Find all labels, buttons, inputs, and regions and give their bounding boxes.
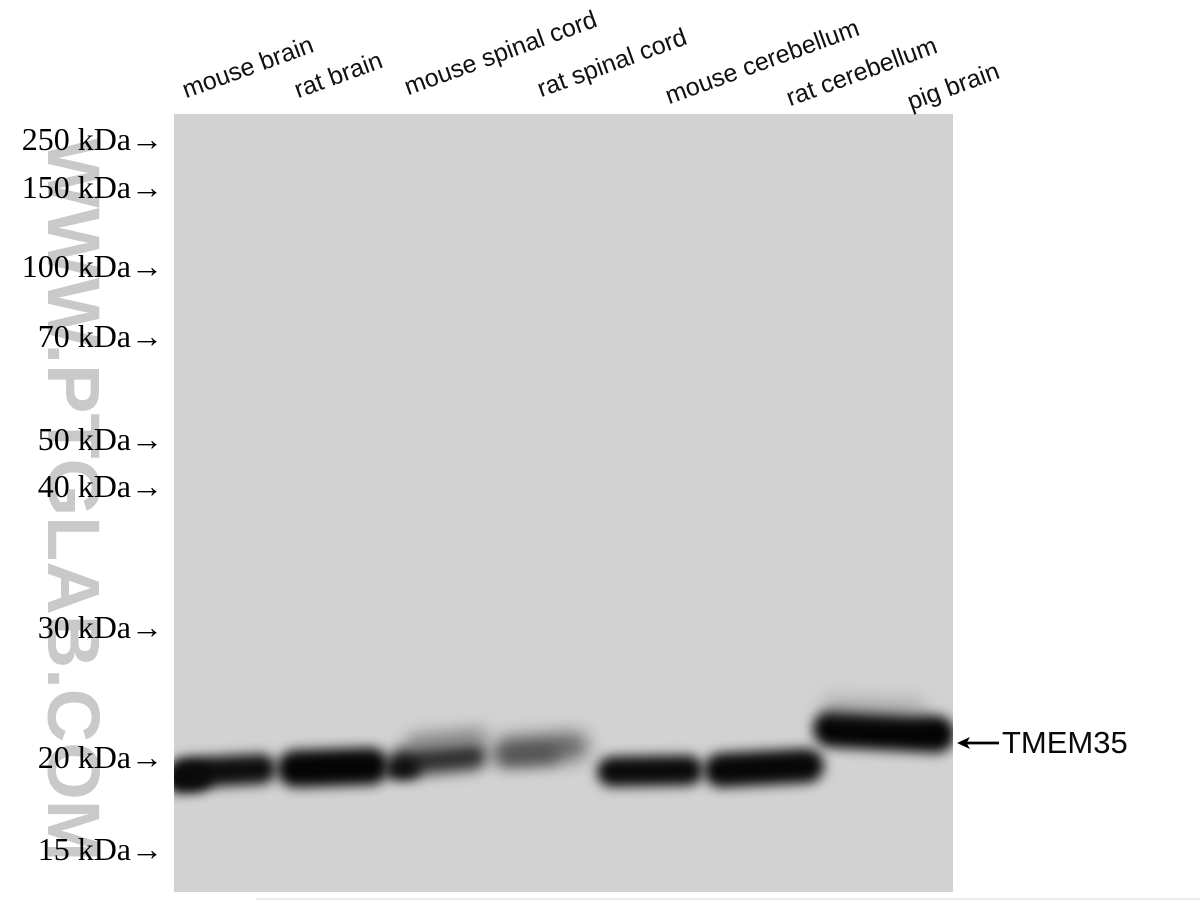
mw-marker-label: 250 kDa→ <box>21 121 163 157</box>
band-pig-brain-main <box>812 709 953 754</box>
band-rat-spinal-cord-core <box>495 746 561 765</box>
band-mouse-cerebellum-main <box>596 755 704 787</box>
band-mouse-spinal-cord-core <box>385 757 421 781</box>
mw-marker-label: 40 kDa→ <box>37 468 163 504</box>
mw-marker-label: 50 kDa→ <box>37 421 163 457</box>
band-mouse-brain-left-blob <box>174 762 214 794</box>
scan-edge-line <box>256 898 1200 900</box>
mw-marker-label: 20 kDa→ <box>37 739 163 775</box>
annotation-label: TMEM35 <box>1002 725 1128 760</box>
mw-marker-labels: 250 kDa→ 150 kDa→ 100 kDa→ 70 kDa→ 50 kDa→ 40… <box>0 0 163 903</box>
bands-layer <box>174 114 953 892</box>
mw-marker-label: 30 kDa→ <box>37 609 163 645</box>
band-annotation: TMEM35 <box>957 726 1128 760</box>
blot-membrane <box>174 114 953 892</box>
mw-marker-label: 70 kDa→ <box>37 318 163 354</box>
mw-marker-label: 15 kDa→ <box>37 831 163 867</box>
left-arrow-icon <box>957 737 999 749</box>
band-rat-brain-main <box>276 747 390 788</box>
band-rat-cerebellum-main <box>703 747 825 789</box>
mw-marker-label: 150 kDa→ <box>21 169 163 205</box>
mw-marker-label: 100 kDa→ <box>21 248 163 284</box>
